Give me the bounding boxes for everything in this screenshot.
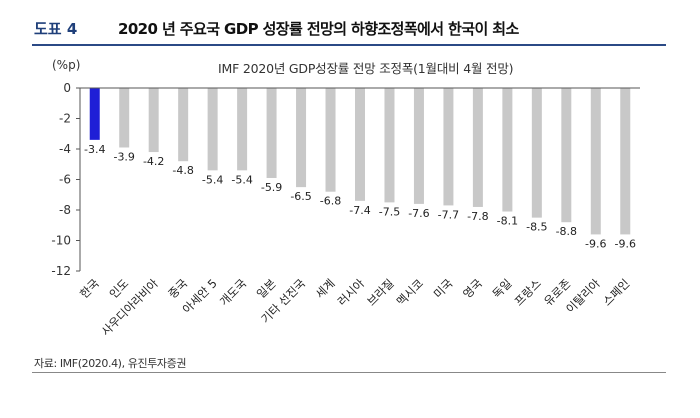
y-tick-label: -8 xyxy=(59,203,71,217)
data-label: -7.6 xyxy=(408,207,429,220)
data-label: -7.7 xyxy=(438,208,459,221)
category-label: 독일 xyxy=(490,276,515,301)
data-label: -9.6 xyxy=(585,237,606,250)
y-tick-label: -2 xyxy=(59,112,71,126)
data-label: -5.4 xyxy=(231,173,252,186)
chart-title: IMF 2020년 GDP성장률 전망 조정폭(1월대비 4월 전망) xyxy=(218,61,514,76)
bar xyxy=(207,88,218,171)
bar xyxy=(590,88,601,235)
figure-header: 도표 4 2020 년 주요국 GDP 성장률 전망의 하향조정폭에서 한국이 … xyxy=(0,0,700,46)
bar xyxy=(178,88,189,162)
bar xyxy=(531,88,542,218)
data-label: -7.4 xyxy=(349,204,370,217)
data-label: -7.8 xyxy=(467,210,488,223)
data-label: -6.5 xyxy=(290,190,311,203)
bar xyxy=(443,88,454,206)
data-label: -3.4 xyxy=(84,143,105,156)
bar-chart: 0-2-4-6-8-10-12-3.4한국-3.9인도-4.2사우디아라비아-4… xyxy=(51,81,640,338)
category-label: 프랑스 xyxy=(512,276,544,308)
category-label: 일본 xyxy=(254,276,279,301)
bar xyxy=(620,88,631,235)
bar xyxy=(413,88,424,204)
source-note: 자료: IMF(2020.4), 유진투자증권 xyxy=(34,357,187,370)
bar xyxy=(237,88,248,171)
y-tick-label: -6 xyxy=(59,173,71,187)
bar xyxy=(296,88,307,188)
bar xyxy=(472,88,483,207)
bar xyxy=(502,88,513,212)
category-label: 한국 xyxy=(77,276,102,301)
data-label: -4.2 xyxy=(143,155,164,168)
bar xyxy=(355,88,365,201)
figure-label: 도표 4 xyxy=(34,20,78,38)
category-label: 멕시코 xyxy=(394,276,426,308)
y-axis-unit: (%p) xyxy=(52,58,81,72)
figure-title: 2020 년 주요국 GDP 성장률 전망의 하향조정폭에서 한국이 최소 xyxy=(118,20,519,38)
bar xyxy=(119,88,130,148)
bar xyxy=(148,88,159,153)
data-label: -4.8 xyxy=(172,164,193,177)
bar xyxy=(325,88,336,192)
data-label: -8.1 xyxy=(497,215,518,228)
footer-divider xyxy=(32,372,666,373)
data-label: -9.6 xyxy=(615,237,636,250)
category-label: 브라질 xyxy=(364,276,396,308)
data-label: -5.9 xyxy=(261,181,282,194)
category-label: 영국 xyxy=(460,276,485,301)
category-label: 스페인 xyxy=(600,276,632,308)
y-tick-label: -12 xyxy=(51,264,71,278)
y-tick-label: -4 xyxy=(59,142,71,156)
data-label: -3.9 xyxy=(113,150,134,163)
header-divider xyxy=(32,44,666,46)
category-label: 세계 xyxy=(313,276,338,301)
category-label: 러시아 xyxy=(335,276,368,309)
data-label: -6.8 xyxy=(320,195,341,208)
bar xyxy=(266,88,277,178)
bar xyxy=(384,88,395,203)
category-label: 개도국 xyxy=(217,276,249,308)
data-label: -5.4 xyxy=(202,173,223,186)
data-label: -7.5 xyxy=(379,205,400,218)
data-label: -8.5 xyxy=(526,221,547,234)
bar xyxy=(89,88,100,140)
data-label: -8.8 xyxy=(556,225,577,238)
category-label: 인도 xyxy=(106,276,131,301)
category-label: 미국 xyxy=(431,276,456,301)
y-tick-label: 0 xyxy=(63,81,71,95)
y-tick-label: -10 xyxy=(51,234,71,248)
bar xyxy=(561,88,572,223)
category-label: 중국 xyxy=(165,276,190,301)
